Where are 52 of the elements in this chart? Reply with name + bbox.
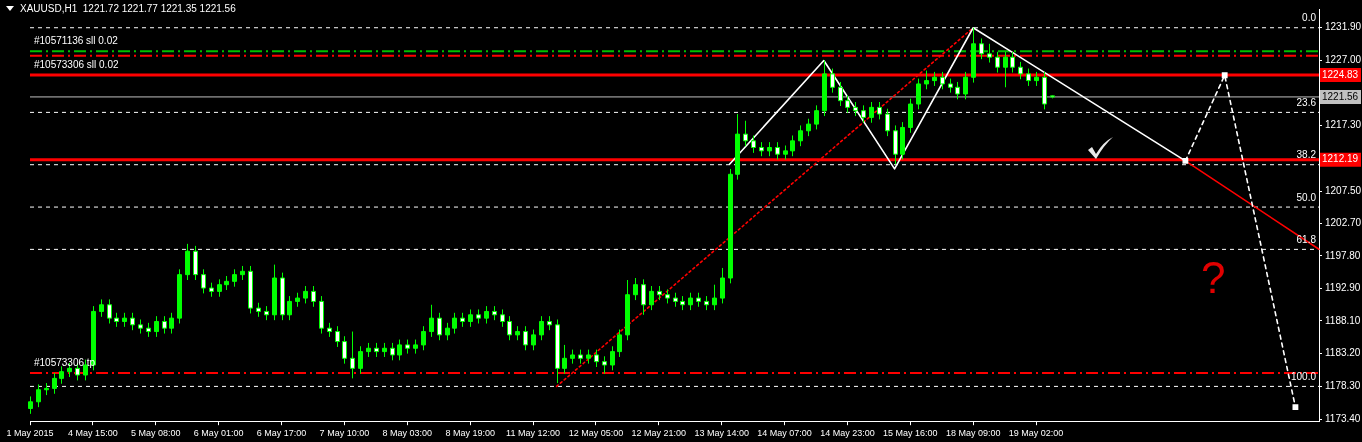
y-tick-label: 1227.00	[1325, 54, 1362, 66]
x-tick-label: 5 May 08:00	[130, 428, 181, 439]
candlestick	[555, 318, 560, 384]
candlestick	[987, 43, 992, 64]
y-tick-label: 1173.40	[1325, 412, 1361, 424]
x-tick-label: 7 May 10:00	[319, 428, 370, 439]
x-tick-label: 11 May 12:00	[506, 428, 560, 439]
x-tick-label: 8 May 19:00	[445, 428, 495, 439]
point	[1221, 72, 1228, 79]
point	[1292, 404, 1299, 411]
y-tick-label: 1231.90	[1325, 21, 1362, 33]
x-tick-label: 14 May 23:00	[820, 428, 875, 439]
candlestick	[107, 298, 112, 324]
annotation: 23.6	[1296, 97, 1317, 109]
annotation: 38.2	[1296, 149, 1317, 161]
candlestick	[971, 27, 976, 84]
ref-line-label: #10573306 sll 0.02	[34, 58, 119, 70]
ref-line-label: #10571136 sll 0.02	[34, 34, 119, 46]
annotation: 0.0	[1302, 12, 1317, 24]
x-tick-label: 19 May 02:00	[1008, 428, 1064, 439]
x-tick-label: 4 May 15:00	[68, 428, 118, 439]
chart-title: XAUUSD,H1 1221.72 1221.77 1221.35 1221.56	[20, 3, 236, 14]
ref-line-label: 1221.56	[1322, 90, 1359, 102]
candlestick	[201, 268, 206, 294]
x-tick-label: 6 May 17:00	[256, 428, 307, 439]
candlestick	[814, 104, 819, 130]
y-tick-label: 1207.50	[1325, 184, 1362, 196]
x-tick-label: 6 May 01:00	[193, 428, 244, 439]
y-tick-label: 1217.30	[1325, 119, 1362, 131]
x-tick-label: 12 May 21:00	[631, 428, 687, 439]
y-tick-label: 1178.30	[1325, 380, 1361, 392]
annotation: 100.0	[1290, 371, 1317, 383]
x-tick-label: 12 May 05:00	[568, 428, 624, 439]
candlestick	[342, 335, 347, 365]
y-tick-label: 1188.10	[1325, 314, 1361, 326]
annotation: 50.0	[1296, 191, 1317, 203]
x-tick-label: 14 May 07:00	[757, 428, 812, 439]
y-tick-label: 1183.20	[1325, 347, 1361, 359]
x-tick-label: 18 May 09:00	[945, 428, 1001, 439]
annotation: ?	[1201, 253, 1226, 303]
y-tick-label: 1192.90	[1325, 282, 1361, 294]
candlestick	[830, 68, 835, 94]
y-tick-label: 1202.70	[1325, 216, 1362, 228]
x-tick-label: 1 May 2015	[6, 428, 54, 439]
x-tick-label: 15 May 16:00	[883, 428, 938, 439]
x-tick-label: 8 May 03:00	[382, 428, 433, 439]
ref-line-label: 1224.83	[1322, 68, 1359, 80]
ref-line-label: 1212.19	[1322, 153, 1359, 165]
y-tick-label: 1197.80	[1325, 249, 1361, 261]
x-tick-label: 13 May 14:00	[694, 428, 749, 439]
candlestick	[358, 345, 363, 375]
candlestick	[177, 268, 182, 324]
